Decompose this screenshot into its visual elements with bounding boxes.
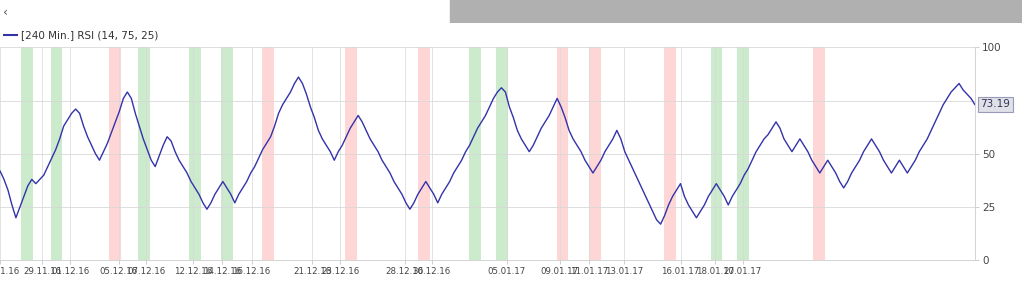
Text: [240 Min.] RSI (14, 75, 25): [240 Min.] RSI (14, 75, 25)	[21, 30, 158, 40]
Bar	[222, 47, 233, 260]
Bar	[51, 47, 62, 260]
Bar	[109, 47, 121, 260]
Bar	[737, 47, 749, 260]
Bar	[450, 0, 1022, 23]
Bar	[21, 47, 33, 260]
Bar	[557, 47, 568, 260]
Bar	[345, 47, 357, 260]
Bar	[189, 47, 201, 260]
Bar	[814, 47, 825, 260]
Bar	[418, 47, 430, 260]
Bar	[664, 47, 676, 260]
Bar	[138, 47, 150, 260]
Text: ‹: ‹	[3, 6, 8, 19]
Bar	[469, 47, 480, 260]
Bar	[710, 47, 723, 260]
Bar	[589, 47, 601, 260]
Bar	[497, 47, 508, 260]
Bar	[263, 47, 274, 260]
Text: 73.19: 73.19	[980, 99, 1011, 109]
